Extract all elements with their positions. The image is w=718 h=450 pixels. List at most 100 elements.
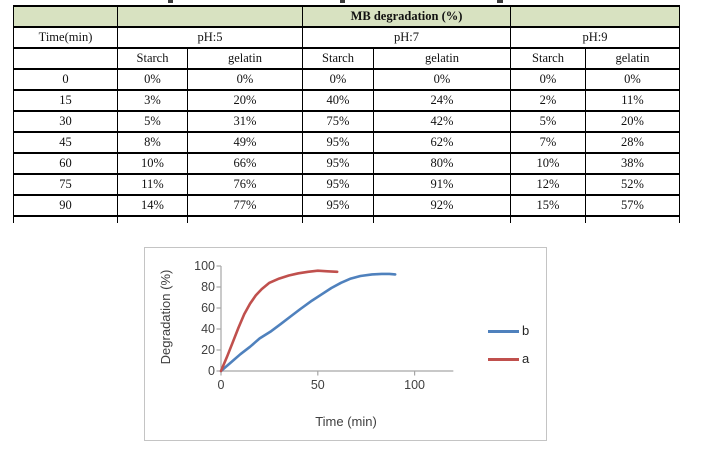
value-cell: 11% bbox=[117, 173, 188, 196]
subheader-starch: Starch bbox=[302, 47, 374, 70]
table-cell bbox=[510, 215, 586, 223]
value-cell: 40% bbox=[302, 89, 374, 112]
value-cell: 0% bbox=[585, 68, 680, 91]
table-cell bbox=[510, 5, 680, 28]
value-cell: 8% bbox=[117, 131, 188, 154]
y-tick-label: 20 bbox=[201, 343, 215, 357]
value-cell: 20% bbox=[187, 89, 303, 112]
y-tick-label: 100 bbox=[194, 259, 215, 273]
value-cell: 95% bbox=[302, 131, 374, 154]
value-cell: 0% bbox=[187, 68, 303, 91]
value-cell: 95% bbox=[302, 152, 374, 175]
table-cell bbox=[585, 215, 680, 223]
y-axis-title: Degradation (%) bbox=[158, 269, 173, 365]
subheader-gelatin: gelatin bbox=[373, 47, 511, 70]
time-column-header: Time(min) bbox=[13, 26, 118, 49]
table-row: 0 0% 0% 0% 0% 0% 0% bbox=[13, 68, 680, 91]
cropped-caption-fragment bbox=[340, 0, 345, 3]
table-cell bbox=[373, 215, 511, 223]
table-title-row: MB degradation (%) bbox=[13, 5, 680, 28]
x-tick-label: 100 bbox=[404, 378, 426, 392]
table-row: 45 8% 49% 95% 62% 7% 28% bbox=[13, 131, 680, 154]
value-cell: 31% bbox=[187, 110, 303, 133]
subheader-gelatin: gelatin bbox=[585, 47, 680, 70]
table-group-row: Time(min) pH:5 pH:7 pH:9 bbox=[13, 26, 680, 49]
value-cell: 66% bbox=[187, 152, 303, 175]
cropped-caption-fragment bbox=[168, 0, 173, 3]
legend-line-a bbox=[488, 358, 519, 361]
subheader-starch: Starch bbox=[510, 47, 586, 70]
value-cell: 0% bbox=[373, 68, 511, 91]
value-cell: 75% bbox=[302, 110, 374, 133]
subheader-gelatin: gelatin bbox=[187, 47, 303, 70]
value-cell: 7% bbox=[510, 131, 586, 154]
value-cell: 95% bbox=[302, 194, 374, 217]
time-cell: 60 bbox=[13, 152, 118, 175]
value-cell: 5% bbox=[117, 110, 188, 133]
x-tick-label: 50 bbox=[310, 378, 325, 392]
value-cell: 92% bbox=[373, 194, 511, 217]
time-cell: 75 bbox=[13, 173, 118, 196]
table-row: 75 11% 76% 95% 91% 12% 52% bbox=[13, 173, 680, 196]
value-cell: 49% bbox=[187, 131, 303, 154]
value-cell: 20% bbox=[585, 110, 680, 133]
value-cell: 52% bbox=[585, 173, 680, 196]
legend-label-b: b bbox=[522, 323, 530, 338]
y-tick-label: 80 bbox=[201, 280, 215, 294]
value-cell: 95% bbox=[302, 173, 374, 196]
value-cell: 11% bbox=[585, 89, 680, 112]
value-cell: 0% bbox=[302, 68, 374, 91]
value-cell: 28% bbox=[585, 131, 680, 154]
table-subheader-row: Starch gelatin Starch gelatin Starch gel… bbox=[13, 47, 680, 70]
value-cell: 14% bbox=[117, 194, 188, 217]
table-cell bbox=[13, 5, 118, 28]
value-cell: 0% bbox=[510, 68, 586, 91]
legend-line-b bbox=[488, 330, 519, 333]
table-cell bbox=[117, 5, 303, 28]
table-cell bbox=[13, 47, 118, 70]
y-tick-label: 0 bbox=[208, 364, 215, 378]
table-cell bbox=[302, 215, 374, 223]
value-cell: 62% bbox=[373, 131, 511, 154]
time-cell: 90 bbox=[13, 194, 118, 217]
table-title: MB degradation (%) bbox=[302, 5, 511, 28]
value-cell: 38% bbox=[585, 152, 680, 175]
legend-label-a: a bbox=[522, 351, 530, 366]
value-cell: 2% bbox=[510, 89, 586, 112]
value-cell: 5% bbox=[510, 110, 586, 133]
time-cell: 45 bbox=[13, 131, 118, 154]
table-cell bbox=[13, 215, 118, 223]
cropped-table-row bbox=[13, 215, 680, 223]
value-cell: 3% bbox=[117, 89, 188, 112]
table-cell bbox=[187, 215, 303, 223]
cropped-caption-fragment bbox=[497, 0, 503, 3]
y-tick-label: 60 bbox=[201, 301, 215, 315]
degradation-chart: Degradation (%) Time (min) b a 0 20 40 60 80… bbox=[144, 247, 547, 441]
x-axis-title: Time (min) bbox=[315, 414, 377, 429]
value-cell: 76% bbox=[187, 173, 303, 196]
table-cell bbox=[117, 215, 188, 223]
value-cell: 12% bbox=[510, 173, 586, 196]
time-cell: 0 bbox=[13, 68, 118, 91]
group-header-ph5: pH:5 bbox=[117, 26, 303, 49]
chart-canvas bbox=[216, 265, 454, 376]
table-row: 15 3% 20% 40% 24% 2% 11% bbox=[13, 89, 680, 112]
value-cell: 10% bbox=[510, 152, 586, 175]
group-header-ph7: pH:7 bbox=[302, 26, 511, 49]
time-cell: 15 bbox=[13, 89, 118, 112]
degradation-table: MB degradation (%) Time(min) pH:5 pH:7 p… bbox=[13, 5, 680, 223]
value-cell: 80% bbox=[373, 152, 511, 175]
value-cell: 42% bbox=[373, 110, 511, 133]
subheader-starch: Starch bbox=[117, 47, 188, 70]
value-cell: 0% bbox=[117, 68, 188, 91]
value-cell: 24% bbox=[373, 89, 511, 112]
table-row: 90 14% 77% 95% 92% 15% 57% bbox=[13, 194, 680, 217]
group-header-ph9: pH:9 bbox=[510, 26, 680, 49]
value-cell: 10% bbox=[117, 152, 188, 175]
x-tick-label: 0 bbox=[217, 378, 225, 392]
table-row: 30 5% 31% 75% 42% 5% 20% bbox=[13, 110, 680, 133]
table-row: 60 10% 66% 95% 80% 10% 38% bbox=[13, 152, 680, 175]
value-cell: 57% bbox=[585, 194, 680, 217]
value-cell: 91% bbox=[373, 173, 511, 196]
